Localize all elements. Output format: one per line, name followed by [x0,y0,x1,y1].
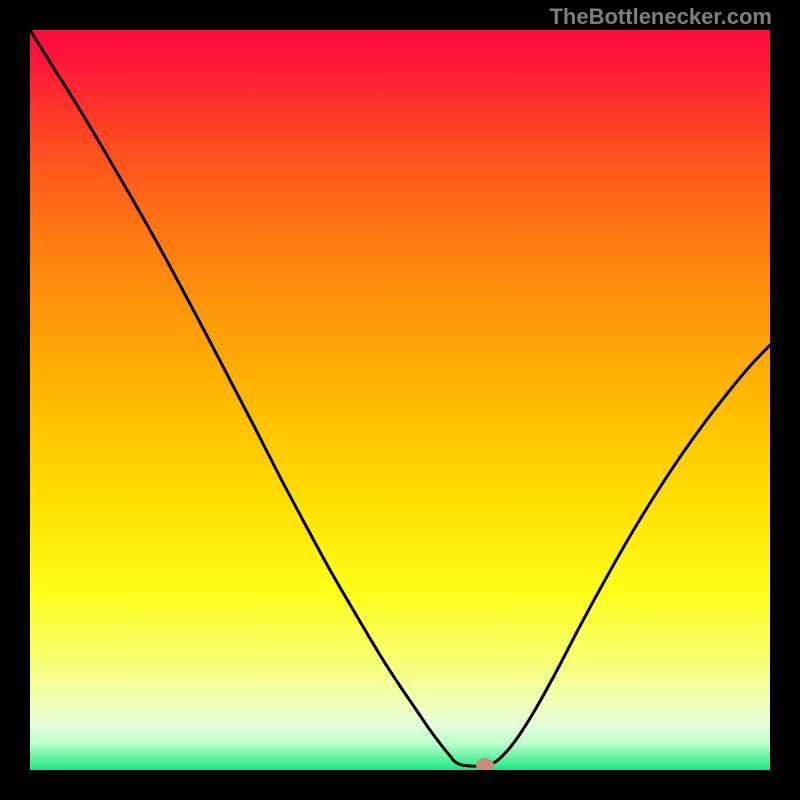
bottleneck-curve-svg [30,30,770,770]
chart-frame: TheBottlenecker.com [0,0,800,800]
bottleneck-curve-line [30,30,770,766]
optimal-point-marker [476,758,494,770]
watermark-text: TheBottlenecker.com [549,4,772,30]
plot-area [30,30,770,770]
